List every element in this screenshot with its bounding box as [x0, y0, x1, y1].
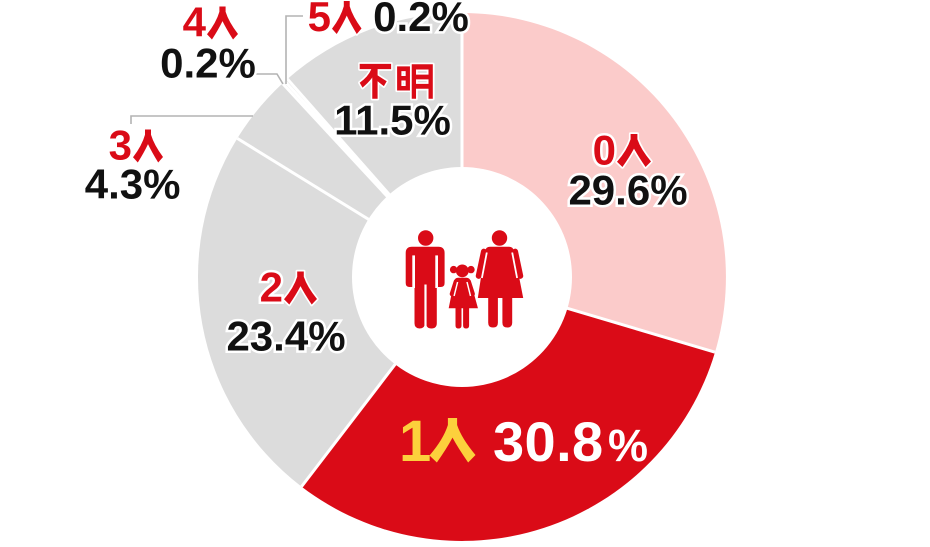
svg-text:4: 4 [183, 0, 207, 46]
svg-text:5: 5 [308, 0, 331, 40]
svg-text:23.4%: 23.4% [226, 313, 345, 360]
svg-text:29.6%: 29.6% [568, 167, 687, 214]
svg-text:0: 0 [593, 127, 616, 174]
svg-text:11.5%: 11.5% [334, 97, 451, 144]
svg-text:3: 3 [109, 122, 132, 169]
svg-text:4.3%: 4.3% [85, 161, 181, 208]
svg-text:%: % [608, 420, 648, 471]
svg-text:1: 1 [399, 409, 431, 474]
svg-text:0.2%: 0.2% [373, 0, 469, 40]
svg-text:0.2%: 0.2% [160, 40, 256, 87]
svg-text:30.8: 30.8 [493, 410, 604, 473]
svg-text:2: 2 [260, 264, 283, 311]
